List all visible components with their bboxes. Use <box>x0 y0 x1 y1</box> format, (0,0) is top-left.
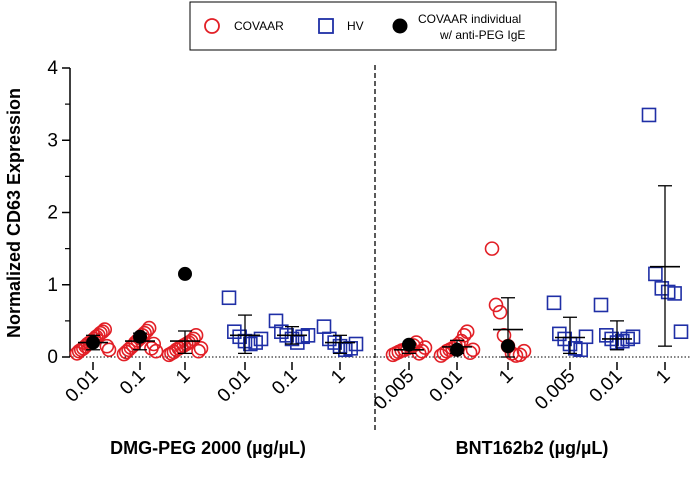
data-point-hv <box>568 341 583 356</box>
x-tick-label: 1 <box>327 366 349 388</box>
legend-covaar-label: COVAAR <box>234 19 284 33</box>
data-point-covaar <box>193 341 209 356</box>
data-point-hv <box>593 297 609 313</box>
data-point-hv <box>615 333 630 349</box>
data-point-covaar <box>484 241 500 256</box>
x-tick-label: 0.01 <box>586 366 627 407</box>
data-point-covaar <box>459 324 475 340</box>
data-point-covaar <box>462 345 478 360</box>
data-point-hv <box>227 324 242 340</box>
y-tick-label: 0 <box>47 347 58 368</box>
data-point-covaar <box>97 322 113 337</box>
x-tick-label: 0.01 <box>62 366 103 407</box>
data-point-covaar <box>456 328 472 343</box>
data-point-covaar <box>465 342 481 358</box>
data-point-hv <box>673 324 689 340</box>
data-point-covaar <box>146 336 162 352</box>
legend-covaar-marker-icon <box>204 18 220 34</box>
data-point-covaar <box>93 325 108 341</box>
legend-box <box>189 1 557 51</box>
data-point-covaar <box>164 346 179 361</box>
data-point-individual <box>133 329 147 344</box>
data-point-covaar <box>512 347 528 363</box>
data-point-individual <box>178 266 192 281</box>
data-point-hv <box>348 336 364 352</box>
data-point-hv <box>648 266 663 282</box>
y-tick-label: 3 <box>47 130 58 151</box>
x-tick-label: 0.1 <box>116 366 150 400</box>
data-point-individual <box>86 335 100 350</box>
data-point-covaar <box>492 304 508 320</box>
legend-individual-marker-icon <box>392 18 408 34</box>
y-tick-label: 2 <box>47 203 58 224</box>
data-point-hv <box>546 295 562 311</box>
data-point-individual <box>450 342 464 357</box>
x-tick-label: 1 <box>652 366 674 388</box>
data-point-hv <box>295 329 310 345</box>
data-point-hv <box>268 313 284 329</box>
data-point-hv <box>625 329 641 345</box>
y-axis-title: Normalized CD63 Expression <box>4 88 24 338</box>
y-tick-label: 1 <box>47 275 58 296</box>
data-point-hv <box>667 286 682 301</box>
data-point-covaar <box>101 342 117 358</box>
data-point-covaar <box>166 344 182 360</box>
data-point-hv <box>316 319 332 334</box>
data-point-covaar <box>414 343 430 359</box>
data-point-hv <box>253 331 269 347</box>
data-point-covaar <box>186 331 201 347</box>
axes <box>69 65 690 430</box>
data-point-covaar <box>191 343 206 359</box>
data-marks <box>69 107 689 363</box>
x-axis-title-dmg: DMG-PEG 2000 (µg/µL) <box>110 438 306 458</box>
x-tick-label: 0.01 <box>214 366 255 407</box>
x-ticks: 0.01 0.1 1 0.01 0.1 1 0.005 0.01 1 0.005 0.01 1 <box>62 362 675 414</box>
data-point-covaar <box>488 297 504 313</box>
data-point-hv <box>552 326 567 342</box>
data-point-covaar <box>99 338 115 354</box>
data-point-covaar <box>148 343 164 359</box>
data-point-covaar <box>95 324 110 340</box>
data-point-covaar <box>516 343 532 359</box>
data-point-hv <box>243 336 258 352</box>
data-point-hv <box>221 290 237 306</box>
data-point-covaar <box>141 320 157 336</box>
x-tick-label: 0.1 <box>268 366 302 400</box>
data-point-individual <box>402 337 416 352</box>
y-ticks: 0 1 2 3 4 <box>47 58 70 368</box>
x-tick-label: 1 <box>172 366 194 388</box>
data-point-individual <box>501 339 515 354</box>
data-point-hv <box>641 107 657 123</box>
x-tick-label: 0.01 <box>426 366 467 407</box>
data-point-hv <box>557 331 572 347</box>
legend-individual-label-line2: w/ anti-PEG IgE <box>439 28 525 42</box>
legend-individual-label-line1: COVAAR individual <box>418 12 521 26</box>
data-point-covaar <box>417 340 433 355</box>
y-tick-label: 4 <box>47 58 58 79</box>
x-tick-label: 0.005 <box>531 366 579 414</box>
x-tick-label: 0.005 <box>370 366 418 414</box>
legend: COVAAR HV COVAAR individual w/ anti-PEG … <box>189 1 557 51</box>
legend-hv-marker-icon <box>318 18 334 34</box>
x-axis-title-bnt: BNT162b2 (µg/µL) <box>456 438 609 458</box>
legend-hv-label: HV <box>347 19 364 33</box>
x-tick-label: 1 <box>495 366 517 388</box>
